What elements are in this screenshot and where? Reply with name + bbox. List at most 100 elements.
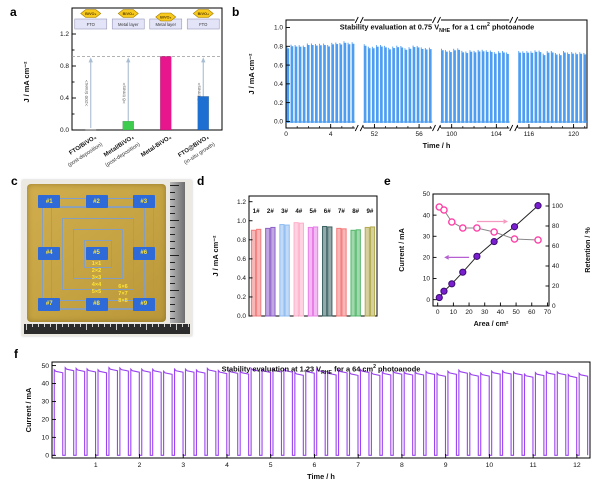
svg-text:Current / mA: Current / mA bbox=[24, 387, 33, 432]
ruler-right bbox=[170, 182, 185, 323]
area-outline bbox=[83, 240, 112, 268]
svg-text:10: 10 bbox=[486, 462, 494, 469]
panel-d-letter: d bbox=[197, 174, 205, 188]
svg-text:40: 40 bbox=[423, 212, 431, 219]
contact-pad-3: #3 bbox=[132, 195, 155, 209]
svg-text:3#: 3# bbox=[281, 208, 288, 215]
contact-pad-5: #5 bbox=[85, 246, 108, 260]
svg-text:10: 10 bbox=[41, 435, 49, 442]
svg-text:1.2: 1.2 bbox=[60, 31, 69, 38]
panel-e-line-chart: 0 10 20 30 40 50 60 7001020304050020406080100Cu… bbox=[397, 191, 592, 328]
svg-text:100: 100 bbox=[446, 131, 457, 138]
svg-text:10: 10 bbox=[423, 276, 431, 283]
svg-text:5#: 5# bbox=[310, 208, 317, 215]
panel-c-photo: #1 #2 #3 #4 #5 #6 #7 #8 #9 1×1 2×2 3×3 4×4 5×5 6×6 7×7 8… bbox=[22, 180, 192, 336]
svg-text:Current / mA: Current / mA bbox=[397, 228, 406, 272]
svg-text:30: 30 bbox=[41, 399, 49, 406]
svg-text:120: 120 bbox=[568, 131, 579, 138]
svg-text:8#: 8# bbox=[352, 208, 359, 215]
svg-text:Time / h: Time / h bbox=[423, 141, 451, 150]
svg-text:1.0: 1.0 bbox=[237, 218, 246, 225]
svg-text:60: 60 bbox=[528, 309, 536, 316]
contact-pad-2: #2 bbox=[85, 195, 108, 209]
svg-text:8: 8 bbox=[400, 462, 404, 469]
svg-text:Metal layer: Metal layer bbox=[156, 22, 177, 27]
svg-text:BiVO₄: BiVO₄ bbox=[198, 11, 210, 16]
panel-a-letter: a bbox=[10, 5, 17, 19]
svg-text:0.8: 0.8 bbox=[274, 43, 283, 50]
svg-text:2: 2 bbox=[138, 462, 142, 469]
svg-text:FTO: FTO bbox=[199, 22, 208, 27]
svg-text:0: 0 bbox=[426, 297, 430, 304]
area-outline bbox=[72, 229, 123, 279]
svg-text:12: 12 bbox=[573, 462, 581, 469]
svg-text:1: 1 bbox=[94, 462, 98, 469]
svg-text:0: 0 bbox=[284, 131, 288, 138]
panel-f-title: Stability evaluation at 1.23 VRHE for a … bbox=[221, 364, 421, 376]
svg-text:50: 50 bbox=[423, 191, 431, 198]
svg-text:J / mA cm⁻²: J / mA cm⁻² bbox=[211, 235, 220, 277]
svg-text:0.0: 0.0 bbox=[60, 127, 69, 134]
svg-text:0.6: 0.6 bbox=[237, 256, 246, 263]
svg-text:1.2: 1.2 bbox=[237, 199, 246, 206]
contact-pad-1: #1 bbox=[38, 195, 61, 209]
svg-text:J / mA cm⁻²: J / mA cm⁻² bbox=[247, 53, 256, 95]
svg-text:70: 70 bbox=[544, 309, 552, 316]
panel-c-letter: c bbox=[11, 174, 18, 188]
svg-text:FTO: FTO bbox=[87, 22, 96, 27]
svg-text:>200 times>: >200 times> bbox=[84, 80, 90, 107]
svg-text:0.4: 0.4 bbox=[274, 81, 283, 88]
svg-text:52: 52 bbox=[371, 131, 379, 138]
svg-text:40: 40 bbox=[552, 263, 560, 270]
svg-text:56: 56 bbox=[415, 131, 423, 138]
contact-pad-7: #7 bbox=[38, 297, 61, 311]
svg-text:2#: 2# bbox=[267, 208, 274, 215]
panel-b-letter: b bbox=[232, 5, 240, 19]
bivo4-film: #1 #2 #3 #4 #5 #6 #7 #8 #9 1×1 2×2 3×3 4×4 5×5 6×6 7×7 8… bbox=[27, 184, 166, 322]
svg-text:Metal-BiVO₄: Metal-BiVO₄ bbox=[140, 135, 173, 159]
svg-text:0.2: 0.2 bbox=[237, 294, 246, 301]
svg-text:>2 times>: >2 times> bbox=[196, 82, 202, 103]
svg-text:Retention / %: Retention / % bbox=[583, 227, 592, 273]
panel-d-bar-chart: 1# 2# 3# 4# 5# 6# 7# 8# 9# 0.0 0.2 0.4 0.6 0.8 1.0 1.2 J… bbox=[211, 195, 378, 320]
svg-text:1#: 1# bbox=[253, 208, 260, 215]
svg-text:5: 5 bbox=[269, 462, 273, 469]
svg-text:9#: 9# bbox=[366, 208, 373, 215]
panel-a-bar-chart: >200 times> >8 times> >2 times> FTO BiVO₄ Met… bbox=[22, 7, 223, 169]
svg-text:40: 40 bbox=[41, 381, 49, 388]
svg-text:20: 20 bbox=[423, 255, 431, 262]
panel-b-title: Stability evaluation at 0.75 VNHE for a … bbox=[339, 22, 535, 34]
svg-text:6#: 6# bbox=[324, 208, 331, 215]
panel-b-stability-chart: 0 4 52 56 100 104 116 120 0.0 0.2 0.4 0.6 0.8 1.0 J / … bbox=[247, 16, 588, 150]
contact-pad-6: #6 bbox=[132, 246, 155, 260]
svg-text:40: 40 bbox=[497, 309, 505, 316]
svg-text:20: 20 bbox=[465, 309, 473, 316]
svg-text:0: 0 bbox=[436, 309, 440, 316]
svg-text:BiVO₄: BiVO₄ bbox=[85, 11, 97, 16]
svg-text:50: 50 bbox=[512, 309, 520, 316]
svg-text:BiVO₄: BiVO₄ bbox=[160, 15, 172, 20]
svg-text:0.4: 0.4 bbox=[237, 275, 246, 282]
svg-text:0.4: 0.4 bbox=[60, 95, 69, 102]
svg-text:6: 6 bbox=[313, 462, 317, 469]
svg-text:0.0: 0.0 bbox=[274, 119, 283, 126]
panel-e-letter: e bbox=[384, 174, 391, 188]
svg-text:3: 3 bbox=[181, 462, 185, 469]
svg-text:100: 100 bbox=[552, 203, 563, 210]
svg-text:9: 9 bbox=[444, 462, 448, 469]
svg-text:>8 times>: >8 times> bbox=[121, 82, 127, 103]
contact-pad-8: #8 bbox=[85, 297, 108, 311]
svg-text:116: 116 bbox=[524, 131, 535, 138]
svg-text:4: 4 bbox=[225, 462, 229, 469]
svg-text:0.2: 0.2 bbox=[274, 100, 283, 107]
svg-text:0.0: 0.0 bbox=[237, 313, 246, 320]
svg-text:Time / h: Time / h bbox=[307, 472, 335, 481]
ruler-bottom bbox=[24, 324, 190, 334]
center-area-labels: 1×1 2×2 3×3 4×4 5×5 bbox=[91, 261, 102, 295]
contact-pad-9: #9 bbox=[132, 297, 155, 311]
svg-text:30: 30 bbox=[481, 309, 489, 316]
svg-text:20: 20 bbox=[552, 283, 560, 290]
svg-text:Area / cm²: Area / cm² bbox=[474, 319, 509, 328]
contact-pad-4: #4 bbox=[38, 246, 61, 260]
